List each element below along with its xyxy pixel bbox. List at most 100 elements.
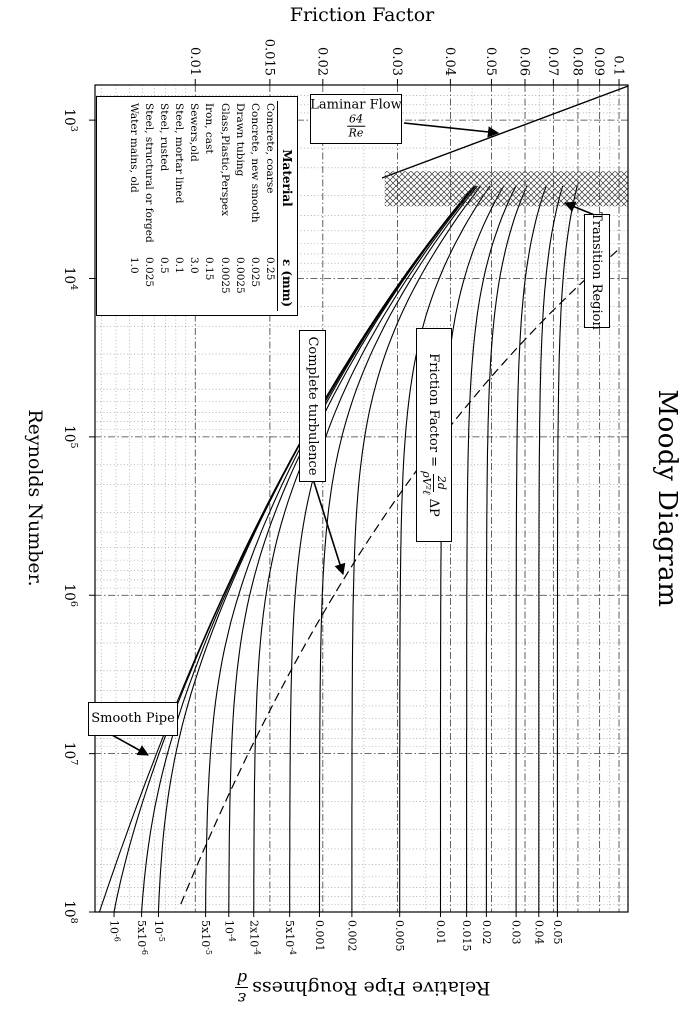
legend-row: Sewers,old 3.0: [186, 101, 201, 311]
friction-formula-fraction: 2d ρV²ℓ: [420, 471, 448, 495]
legend-epsilon-cell: 1.0: [127, 257, 140, 274]
complete-turbulence-text: Complete turbulence: [305, 336, 320, 476]
material-roughness-legend: Material ε (mm) Concrete, coarse 0.25 Conc…: [96, 96, 298, 316]
friction-curves: [98, 85, 629, 913]
legend-epsilon-cell: 0.025: [248, 257, 261, 288]
plot-border: [94, 84, 629, 913]
legend-row: Glass,Plastic,Perspex 0.0025: [217, 101, 232, 311]
legend-table: Material ε (mm) Concrete, coarse 0.25 Conc…: [126, 101, 295, 311]
smooth-pipe-label-content: Smooth Pipe: [91, 702, 175, 736]
smooth-pipe-text: Smooth Pipe: [91, 710, 175, 726]
legend-row: Drawn tubing 0.0025: [232, 101, 247, 311]
legend-header-epsilon: ε (mm): [277, 255, 295, 311]
complete-turbulence-arrow: [312, 478, 346, 576]
y-tick-label: 0.04: [442, 47, 457, 76]
page-title: Moody Diagram: [652, 389, 682, 608]
y-tick-label: 0.015: [261, 39, 276, 76]
roughness-label: 0.01: [434, 920, 447, 945]
laminar-arrow: [403, 122, 500, 138]
y-tick-label: 0.1: [611, 55, 626, 76]
laminar-flow-label-box: Laminar Flow 64 Re: [310, 94, 402, 144]
smooth-pipe-label-box: Smooth Pipe: [88, 702, 178, 736]
roughness-label: 0.001: [313, 920, 326, 952]
laminar-eq-denominator: Re: [348, 126, 364, 140]
roughness-label: 10-6: [108, 920, 122, 942]
roughness-label: 10-5: [152, 920, 166, 942]
roughness-label: 5x10-4: [283, 920, 297, 955]
smooth-pipe-curve: [98, 185, 475, 913]
roughness-curve: [556, 185, 578, 912]
right-axis-title-text: Relative Pipe Roughness: [252, 977, 491, 999]
fraction-numerator: ε: [235, 987, 249, 1008]
legend-material-cell: Sewers,old: [188, 103, 201, 162]
tick-labels: 103 104 105 106 107 108 0.01 0.015 0.02 0.03 0.04 0…: [61, 39, 626, 955]
legend-epsilon-cell: 0.25: [264, 257, 276, 281]
legend-epsilon-cell: 0.5: [158, 257, 171, 274]
roughness-label: 10-4: [222, 920, 236, 942]
x-tick-label: 106: [61, 584, 79, 607]
legend-row: Concrete, new smooth 0.025: [247, 101, 262, 311]
x-tick-label: 105: [61, 425, 79, 448]
complete-turbulence-boundary-line: [179, 250, 618, 906]
friction-formula-denominator: ρV²ℓ: [420, 471, 434, 495]
legend-epsilon-cell: 0.025: [143, 257, 155, 288]
roughness-label: 0.03: [510, 920, 523, 945]
legend-material-cell: Steel, structural or forged: [143, 103, 155, 243]
legend-row: Steel, rusted 0.5: [156, 101, 171, 311]
transition-arrow: [563, 201, 598, 217]
roughness-curve: [318, 185, 478, 912]
roughness-label: 0.005: [393, 920, 406, 952]
fraction-denominator: d: [236, 969, 247, 989]
legend-row: Water mains, old 1.0: [126, 101, 141, 311]
friction-factor-formula-box: Friction Factor = 2d ρV²ℓ ΔP: [416, 328, 452, 542]
y-tick-label: 0.01: [187, 47, 202, 76]
roughness-curve: [399, 185, 491, 912]
legend-row: Steel, mortar lined 0.1: [171, 101, 186, 311]
roughness-curve: [515, 185, 547, 912]
friction-formula-prefix: Friction Factor =: [426, 353, 442, 468]
friction-formula-numerator: 2d: [433, 473, 448, 492]
legend-epsilon-cell: 3.0: [188, 257, 201, 274]
laminar-flow-label-content: Laminar Flow 64 Re: [310, 94, 401, 144]
roughness-curve: [485, 185, 528, 912]
y-tick-label: 0.02: [314, 47, 329, 76]
epsilon-over-d-fraction: ε d: [235, 969, 249, 1008]
legend-epsilon-cell: 0.0025: [218, 257, 231, 294]
laminar-flow-text: Laminar Flow: [310, 97, 402, 113]
y-tick-label: 0.08: [569, 47, 584, 76]
roughness-label: 0.002: [345, 920, 358, 952]
y-tick-label: 0.05: [483, 47, 498, 76]
roughness-label: 5x10-5: [199, 920, 213, 955]
roughness-curve: [351, 185, 482, 912]
x-tick-label: 108: [61, 900, 79, 923]
right-axis-title: Relative Pipe Roughness ε d: [181, 969, 541, 1008]
legend-epsilon-cell: 0.0025: [233, 257, 246, 294]
transition-region-label-box: Transition Region: [584, 212, 610, 330]
complete-turbulence-label-box: Complete turbulence: [299, 330, 326, 482]
legend-material-cell: Glass,Plastic,Perspex: [218, 103, 231, 217]
x-tick-label: 107: [61, 742, 79, 765]
x-tick-label: 103: [61, 109, 79, 132]
roughness-label: 0.04: [532, 920, 545, 945]
x-tick-label: 104: [61, 267, 79, 290]
roughness-curve: [439, 185, 505, 912]
roughness-curve: [253, 185, 476, 913]
legend-material-cell: Steel, mortar lined: [173, 103, 186, 204]
roughness-label: 2x10-4: [247, 920, 261, 955]
laminar-eq-numerator: 64: [346, 112, 366, 127]
y-tick-label: 0.09: [591, 47, 606, 76]
legend-epsilon-cell: 0.1: [173, 257, 186, 274]
y-tick-label: 0.07: [545, 47, 560, 76]
legend-material-cell: Steel, rusted: [158, 103, 171, 172]
roughness-label: 0.05: [551, 920, 564, 945]
legend-header-row: Material ε (mm): [277, 101, 295, 311]
roughness-label: 0.02: [480, 920, 493, 945]
friction-formula-suffix: ΔP: [426, 498, 442, 517]
legend-row: Steel, structural or forged 0.025: [141, 101, 156, 311]
transition-region-text: Transition Region: [589, 212, 605, 330]
roughness-label: 5x10-6: [135, 920, 149, 955]
y-tick-label: 0.03: [389, 47, 404, 76]
legend-row: Iron, cast 0.15: [201, 101, 216, 311]
legend-material-cell: Concrete, coarse: [264, 103, 276, 194]
